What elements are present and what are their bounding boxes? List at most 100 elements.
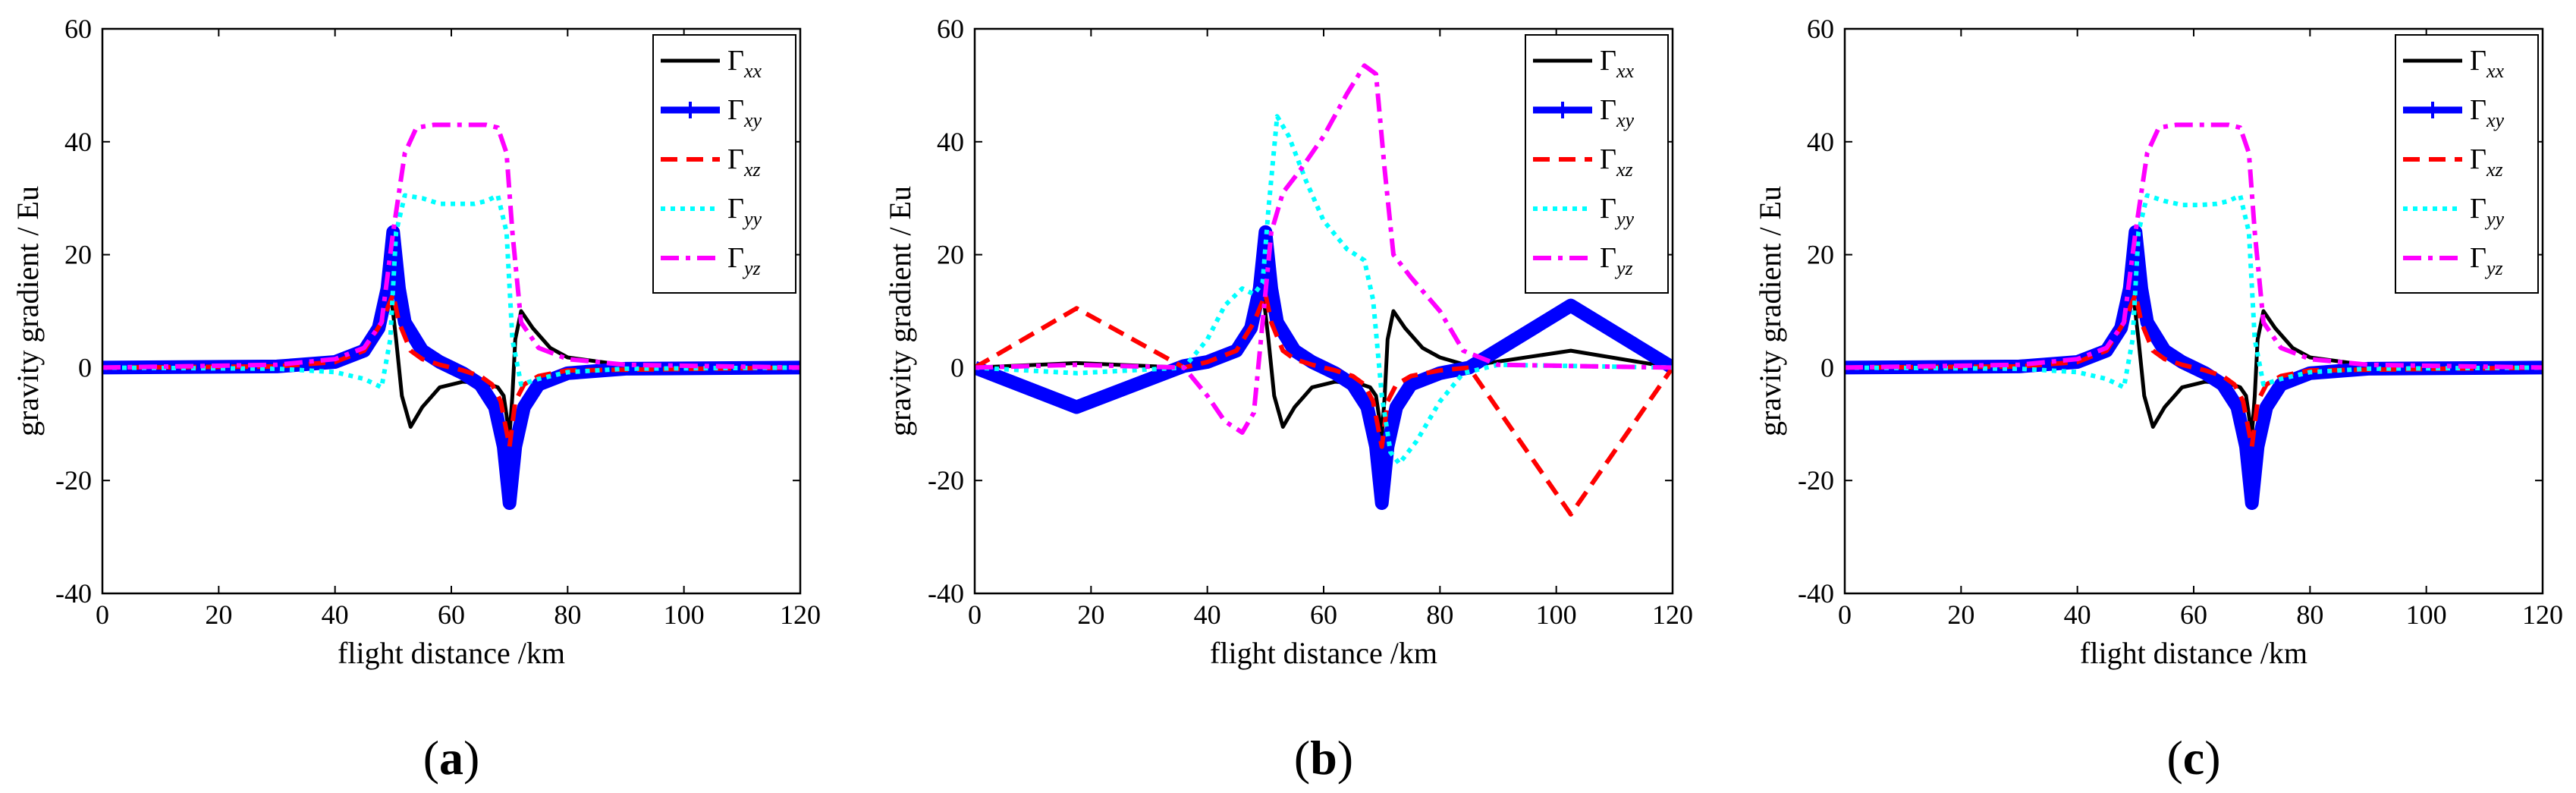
legend-label-xx: Γxx	[1600, 45, 1635, 82]
caption-open-paren: (	[2166, 731, 2182, 785]
legend-box	[2395, 34, 2539, 294]
series-line-yz	[975, 63, 1673, 435]
x-tick-label: 60	[2180, 599, 2207, 630]
legend-subscript: xy	[2486, 109, 2505, 131]
legend-subscript: xx	[2486, 60, 2505, 82]
x-tick-label: 20	[1077, 599, 1104, 630]
series-group	[975, 63, 1673, 517]
y-tick-label: 0	[950, 352, 964, 382]
x-tick-label: 120	[1652, 599, 1693, 630]
legend-label-xy: Γxy	[727, 94, 762, 131]
series-line-yy	[975, 114, 1673, 466]
legend-box	[1525, 34, 1669, 294]
legend-label-yz: Γyz	[727, 242, 761, 279]
legend-subscript: xy	[743, 109, 762, 131]
y-tick-label: 60	[1807, 14, 1834, 44]
legend-symbol: Γ	[727, 193, 744, 225]
y-tick-label: 40	[1807, 127, 1834, 157]
legend-label-yz: Γyz	[1600, 242, 1633, 279]
y-tick-label: 0	[78, 352, 92, 382]
y-tick-label: -20	[1798, 465, 1834, 496]
series-line-yz	[102, 122, 800, 370]
chart-panel-a: 0 20 40 60 80 100 120 -40 -20 0 20 40 60 flight dista…	[11, 14, 821, 785]
y-tick-label: 20	[64, 240, 92, 270]
x-axis-label: flight distance /km	[2080, 636, 2307, 670]
x-tick-label: 100	[2406, 599, 2447, 630]
x-tick-label: 60	[1310, 599, 1337, 630]
legend-symbol: Γ	[1600, 45, 1616, 77]
series-line-yy	[102, 193, 800, 390]
legend-subscript: yz	[742, 257, 761, 279]
caption-letter: c	[2183, 731, 2204, 785]
legend-subscript: xz	[1616, 159, 1633, 181]
axes-box	[973, 27, 1674, 595]
legend-label-yz: Γyz	[2470, 242, 2503, 279]
legend-subscript: xz	[743, 159, 761, 181]
caption-close-paren: )	[463, 731, 479, 785]
x-tick-label: 0	[968, 599, 982, 630]
legend-subscript: yy	[2484, 208, 2505, 230]
legend-symbol: Γ	[2470, 143, 2486, 175]
caption-close-paren: )	[2204, 731, 2220, 785]
series-line-xz	[1845, 291, 2543, 449]
series-group	[102, 122, 800, 510]
x-tick-label: 20	[1947, 599, 1974, 630]
caption-open-paren: (	[1294, 731, 1310, 785]
x-tick-label: 120	[780, 599, 821, 630]
y-axis-label: gravity gradient / Eu	[1753, 186, 1787, 436]
y-axis-label: gravity gradient / Eu	[883, 186, 917, 436]
x-tick-label: 100	[1536, 599, 1577, 630]
legend-box	[652, 34, 796, 294]
legend-subscript: yz	[1614, 257, 1633, 279]
series-line-xz	[102, 291, 800, 449]
legend-symbol: Γ	[2470, 94, 2486, 126]
legend-symbol: Γ	[1600, 94, 1616, 126]
legend-subscript: yz	[2484, 257, 2503, 279]
x-tick-label: 100	[664, 599, 705, 630]
legend-label-xz: Γxz	[2470, 143, 2503, 181]
x-tick-label: 40	[1194, 599, 1221, 630]
series-line-xz	[975, 291, 1673, 517]
x-tick-label: 40	[2064, 599, 2091, 630]
series-line-xy	[102, 225, 800, 510]
y-tick-label: 40	[64, 127, 92, 157]
panel-caption: (b)	[1294, 731, 1353, 785]
y-tick-label: -20	[928, 465, 964, 496]
series-line-yz	[1845, 122, 2543, 370]
legend-symbol: Γ	[727, 143, 744, 175]
x-tick-label: 80	[1426, 599, 1453, 630]
chart-panel-b: 0 20 40 60 80 100 120 -40 -20 0 20 40 60 flight dista…	[883, 14, 1693, 785]
legend-symbol: Γ	[2470, 193, 2486, 225]
y-tick-label: -20	[55, 465, 92, 496]
y-axis-label: gravity gradient / Eu	[11, 186, 45, 436]
legend-symbol: Γ	[1600, 193, 1616, 225]
y-tick-label: -40	[55, 578, 92, 609]
legend-symbol: Γ	[727, 45, 744, 77]
caption-open-paren: (	[423, 731, 439, 785]
legend-symbol: Γ	[1600, 143, 1616, 175]
panel-caption: (a)	[423, 731, 480, 785]
legend-label-xy: Γxy	[1600, 94, 1635, 131]
legend-symbol: Γ	[2470, 242, 2486, 274]
caption-letter: b	[1310, 731, 1337, 785]
chart-panel-c: 0 20 40 60 80 100 120 -40 -20 0 20 40 60 flight dista…	[1753, 14, 2563, 785]
y-tick-label: 60	[937, 14, 964, 44]
y-tick-label: 20	[937, 240, 964, 270]
legend-label-xx: Γxx	[727, 45, 762, 82]
legend-label-yy: Γyy	[1600, 193, 1635, 230]
x-tick-label: 0	[96, 599, 109, 630]
x-axis-label: flight distance /km	[338, 636, 565, 670]
caption-close-paren: )	[1337, 731, 1353, 785]
panel-caption: (c)	[2166, 731, 2220, 785]
x-tick-label: 80	[554, 599, 581, 630]
axes-box	[101, 27, 802, 595]
legend-label-yy: Γyy	[2470, 193, 2505, 230]
x-tick-label: 40	[322, 599, 349, 630]
y-tick-label: 40	[937, 127, 964, 157]
y-tick-label: 0	[1820, 352, 1834, 382]
axes-box	[1843, 27, 2544, 595]
x-tick-label: 60	[438, 599, 465, 630]
series-group	[1845, 122, 2543, 510]
